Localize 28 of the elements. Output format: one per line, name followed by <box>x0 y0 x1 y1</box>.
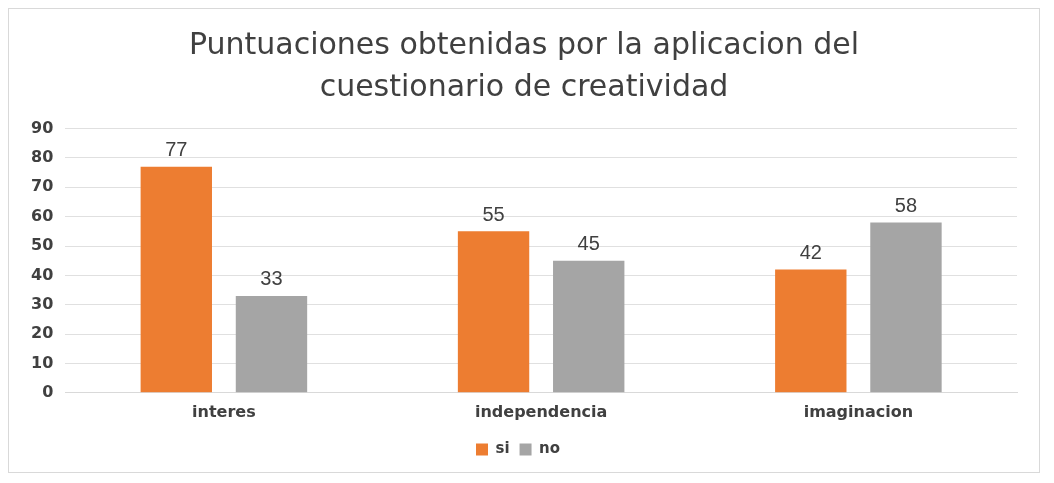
data-label: 33 <box>260 267 283 290</box>
data-label: 55 <box>482 202 505 225</box>
y-tick-label: 50 <box>31 235 54 255</box>
y-tick-label: 90 <box>31 117 54 137</box>
x-tick-label: imaginacion <box>803 401 914 421</box>
data-label: 58 <box>894 194 918 217</box>
y-tick-label: 40 <box>31 264 54 284</box>
data-label: 77 <box>165 138 188 161</box>
bar <box>140 166 212 393</box>
y-tick-label: 10 <box>31 352 54 372</box>
y-tick-label: 70 <box>31 176 54 196</box>
bar <box>870 222 942 393</box>
x-tick-label: independencia <box>474 401 608 421</box>
data-label: 42 <box>799 241 822 264</box>
chart-title: Puntuaciones obtenidas por la aplicacion del cuestionario de creatividad <box>187 25 861 105</box>
bar <box>457 231 530 393</box>
bar <box>235 295 308 393</box>
x-tick-label: interes <box>192 401 256 421</box>
data-label: 45 <box>577 232 600 255</box>
bar <box>775 269 847 393</box>
y-tick-label: 20 <box>31 323 54 343</box>
y-tick-label: 60 <box>31 205 54 225</box>
legend-label: no <box>539 439 561 458</box>
bar <box>553 260 625 393</box>
y-tick-label: 30 <box>31 293 54 313</box>
y-tick-label: 80 <box>31 147 54 167</box>
y-tick-label: 0 <box>42 381 54 401</box>
legend-label: si <box>495 439 510 458</box>
